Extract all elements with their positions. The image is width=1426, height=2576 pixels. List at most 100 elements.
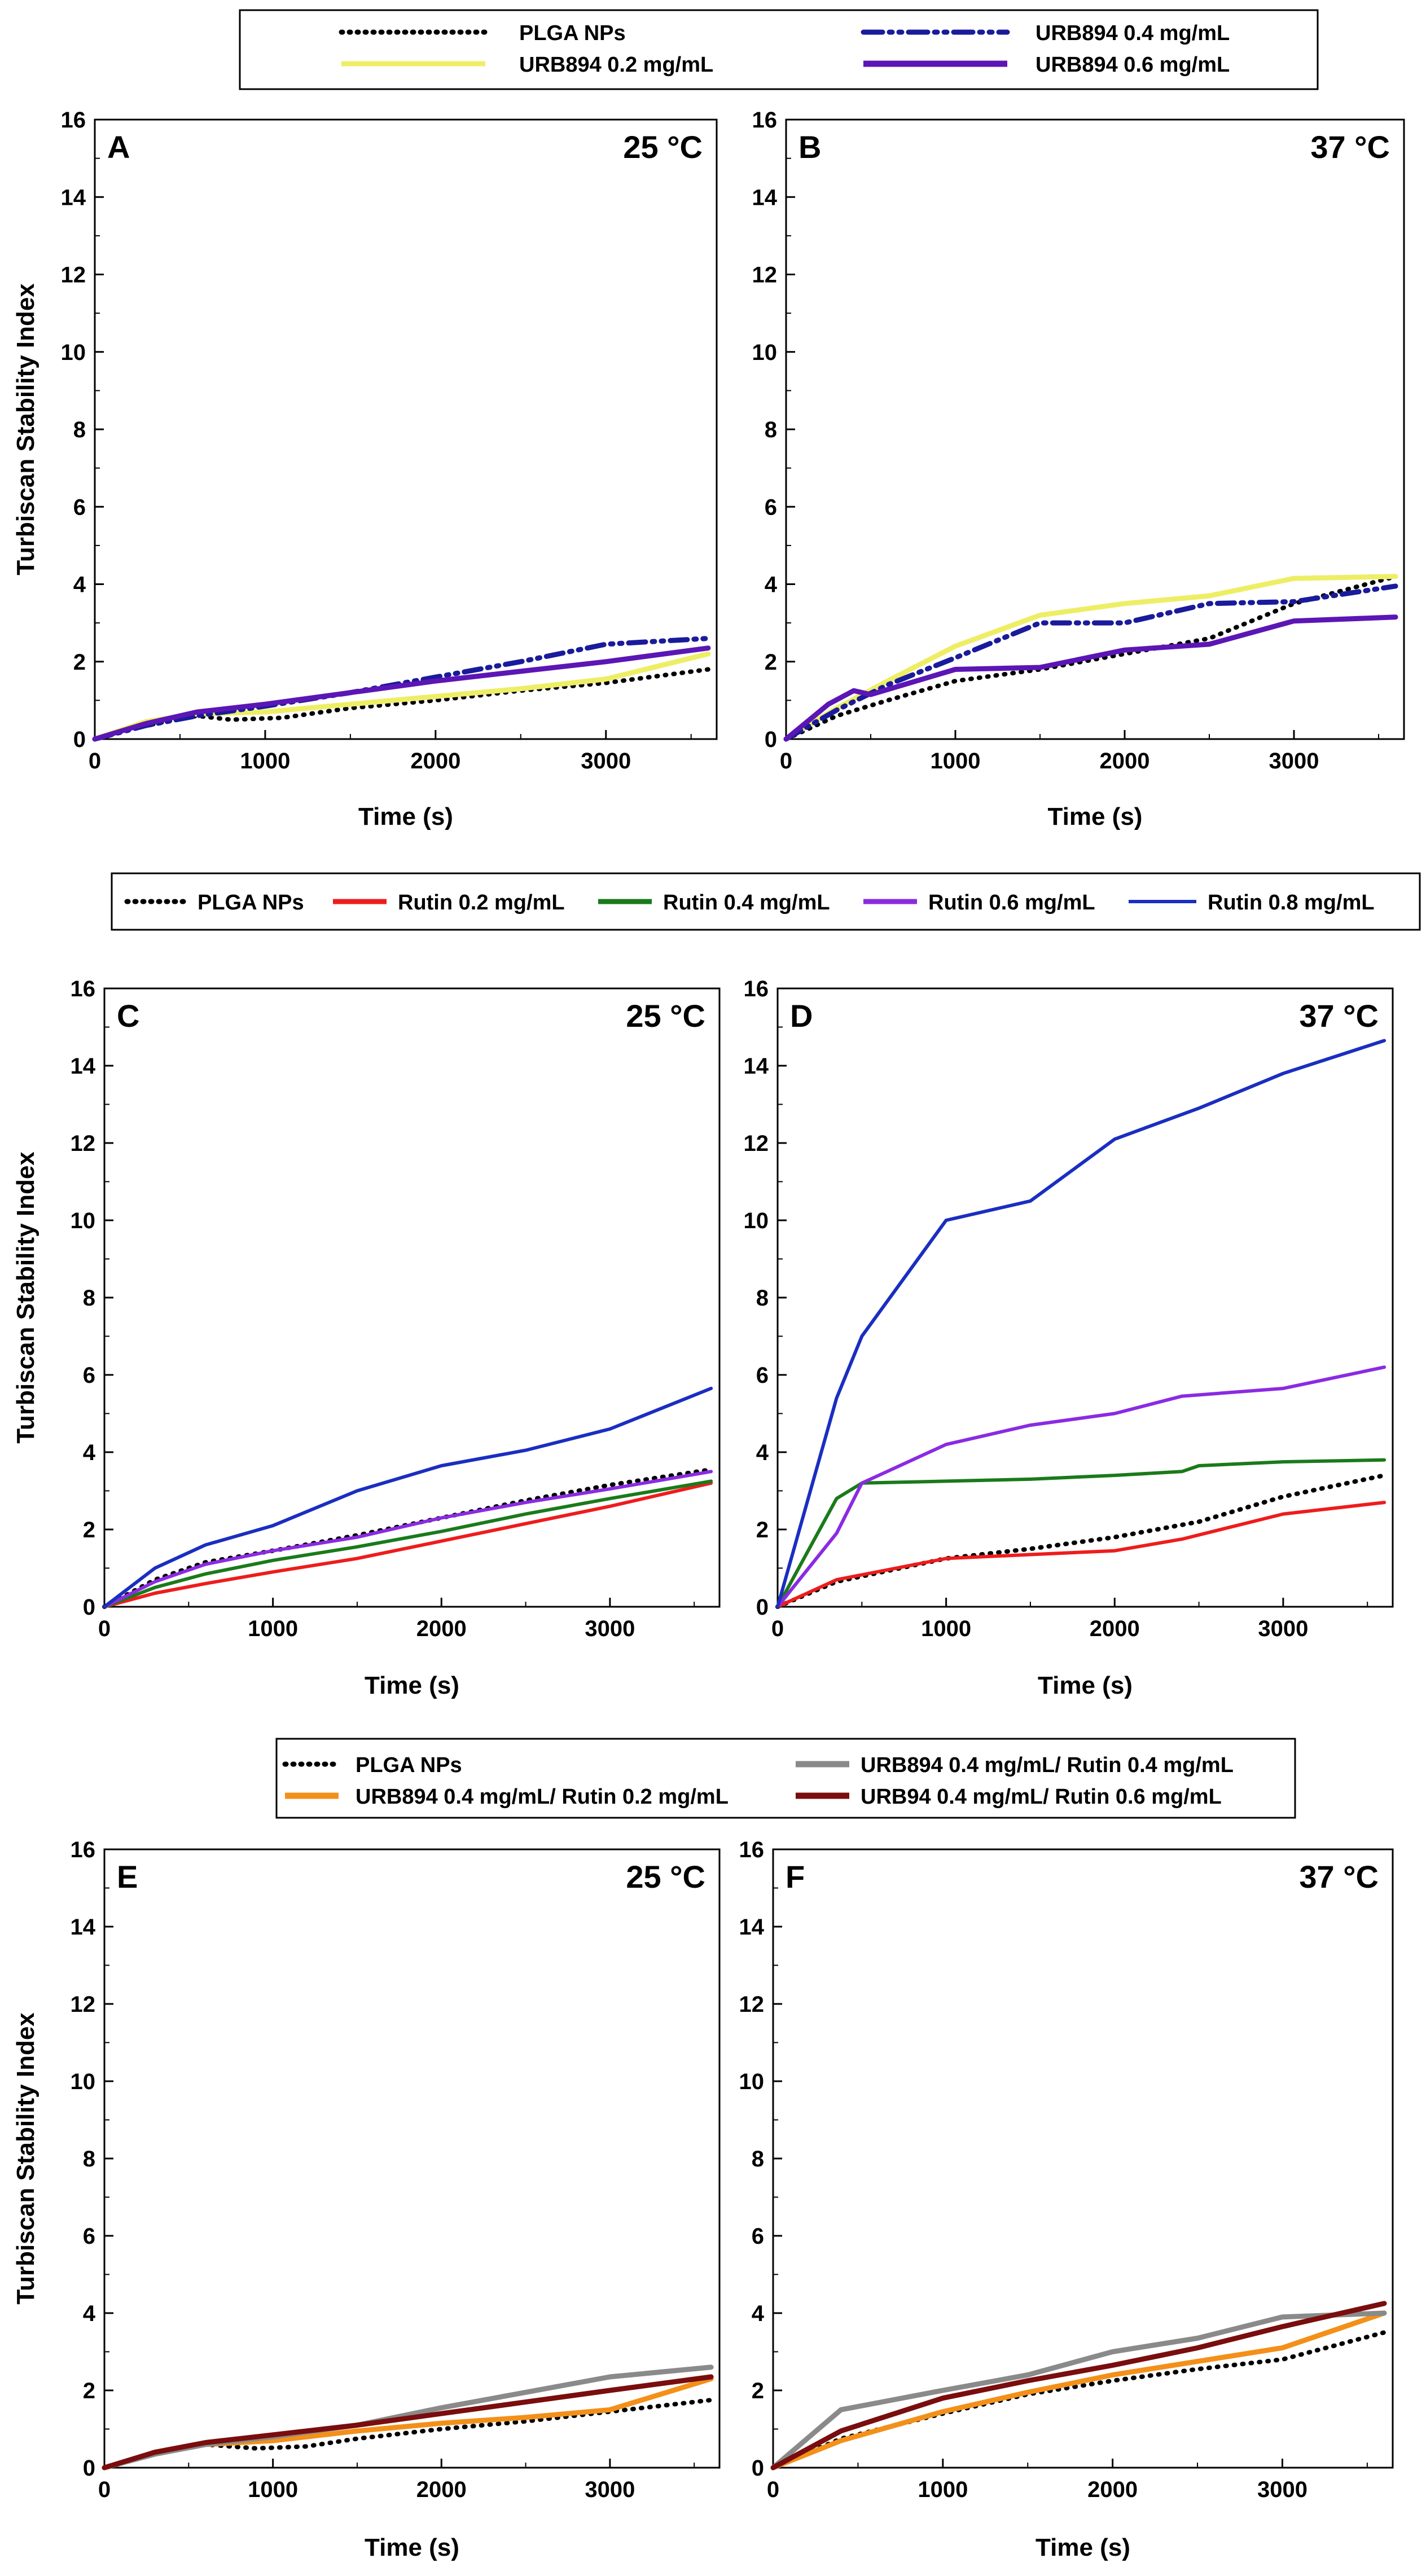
panel-a: 0 2 4 6 8 10 12 14 16 0 1000 2000 3000 A 25 °C Time (s)… (12, 108, 718, 830)
series-line (776, 1365, 1386, 1608)
y-tick-label: 0 (73, 727, 86, 752)
x-tick-label: 3000 (1269, 749, 1319, 773)
legend-top-label: URB894 0.4 mg/mL (1036, 21, 1230, 45)
series-line (770, 2310, 1387, 2471)
y-tick-label: 12 (71, 1131, 96, 1156)
y-tick-label: 0 (83, 2456, 95, 2481)
x-tick-label: 3000 (581, 749, 631, 773)
x-tick-label: 3000 (1257, 2477, 1307, 2502)
legend-middle-label: Rutin 0.8 mg/mL (1208, 891, 1375, 915)
legend-top-label: URB894 0.2 mg/mL (519, 53, 713, 77)
legend-top-label: PLGA NPs (519, 21, 626, 45)
legend-middle-label: Rutin 0.4 mg/mL (663, 891, 830, 915)
x-tick-label: 2000 (416, 1616, 467, 1641)
plot-frame (776, 987, 1394, 1608)
panel-d: 0 2 4 6 8 10 12 14 16 0 1000 2000 3000 D 37 °C Time (s) (744, 977, 1394, 1699)
x-tick-label: 3000 (1258, 1616, 1308, 1641)
y-tick-label: 12 (752, 263, 778, 288)
x-tick-label: 0 (98, 1616, 111, 1641)
y-tick-label: 4 (765, 573, 778, 597)
panel-b: 0 2 4 6 8 10 12 14 16 0 1000 2000 3000 B 37 °C Time (s) (752, 108, 1405, 830)
y-tick-label: 6 (73, 495, 86, 520)
y-tick-label: 2 (756, 1518, 769, 1542)
x-tick-label: 0 (771, 1616, 784, 1641)
y-tick-label: 12 (739, 1992, 765, 2017)
legend-bottom-label: URB94 0.4 mg/mL/ Rutin 0.6 mg/mL (861, 1785, 1222, 1809)
y-tick-label: 10 (752, 340, 778, 365)
legend-middle-label: Rutin 0.6 mg/mL (928, 891, 1095, 915)
x-tick-label: 0 (767, 2477, 779, 2502)
y-tick-label: 12 (71, 1992, 96, 2017)
y-tick-label: 4 (73, 573, 86, 597)
x-tick-label: 0 (89, 749, 101, 773)
x-tick-label: 1000 (248, 1616, 298, 1641)
plot-frame (785, 118, 1405, 740)
legend-bottom-item-plga: PLGA NPs (282, 1753, 462, 1777)
y-tick-label: 2 (83, 2379, 95, 2403)
panel-temperature: 25 °C (626, 1859, 705, 1894)
x-tick-label: 3000 (585, 2477, 635, 2502)
y-tick-label: 6 (752, 2224, 764, 2249)
plot-frame (103, 987, 721, 1608)
y-tick-label: 12 (61, 263, 86, 288)
x-tick-label: 3000 (585, 1616, 635, 1641)
legend-middle-item-plga: PLGA NPs (124, 891, 304, 915)
plot-frame (772, 1848, 1394, 2469)
y-tick-label: 2 (765, 650, 777, 675)
panel-temperature: 37 °C (1299, 1859, 1379, 1894)
y-tick-label: 6 (756, 1363, 769, 1388)
legend-top: PLGA NPs URB894 0.2 mg/mL URB894 0.4 mg/… (239, 9, 1319, 90)
y-axis-label: Turbiscan Stability Index (12, 1151, 40, 1444)
x-tick-label: 2000 (1087, 2477, 1138, 2502)
panel-temperature: 25 °C (626, 998, 705, 1034)
y-tick-label: 14 (739, 1915, 765, 1940)
series-line (103, 1387, 713, 1608)
y-tick-label: 14 (744, 1054, 769, 1079)
x-tick-label: 2000 (1100, 749, 1150, 773)
series-line (102, 2374, 714, 2471)
series-line (770, 2310, 1387, 2471)
legend-middle-item-r04: Rutin 0.4 mg/mL (598, 891, 830, 915)
series-line (783, 583, 1398, 742)
legend-top-item-urb06: URB894 0.6 mg/mL (863, 53, 1230, 77)
legend-bottom-item-u04r02: URB894 0.4 mg/mL/ Rutin 0.2 mg/mL (285, 1785, 729, 1809)
y-tick-label: 8 (73, 417, 86, 442)
panel-letter: C (117, 998, 139, 1034)
legend-middle-item-r02: Rutin 0.2 mg/mL (333, 891, 565, 915)
y-tick-label: 2 (83, 1518, 95, 1542)
legend-middle-label: PLGA NPs (198, 891, 304, 915)
panel-letter: F (786, 1859, 805, 1894)
x-tick-label: 2000 (1090, 1616, 1140, 1641)
y-tick-label: 10 (739, 2069, 765, 2094)
legend-bottom-item-u04r04: URB894 0.4 mg/mL/ Rutin 0.4 mg/mL (796, 1753, 1234, 1777)
panel-letter: B (798, 129, 821, 165)
series-line (776, 1458, 1386, 1608)
panel-temperature: 25 °C (623, 129, 703, 165)
y-tick-label: 6 (765, 495, 777, 520)
plot-frame (94, 118, 718, 740)
series-line (103, 1470, 713, 1608)
y-tick-label: 6 (83, 1363, 95, 1388)
legend-top-item-urb04: URB894 0.4 mg/mL (861, 21, 1230, 45)
y-tick-label: 14 (71, 1915, 96, 1940)
y-tick-label: 8 (756, 1286, 769, 1311)
y-tick-label: 0 (83, 1595, 95, 1620)
y-tick-label: 16 (739, 1838, 765, 1862)
x-tick-label: 1000 (240, 749, 290, 773)
y-tick-label: 8 (83, 2147, 95, 2171)
series-line (776, 1501, 1386, 1608)
series-line (783, 574, 1398, 742)
x-tick-label: 0 (98, 2477, 111, 2502)
y-tick-label: 0 (752, 2456, 764, 2481)
series-line (103, 1481, 713, 1608)
y-tick-label: 10 (744, 1208, 769, 1233)
panel-letter: A (107, 129, 130, 165)
y-tick-label: 16 (71, 977, 96, 1001)
x-axis-label: Time (s) (365, 2534, 459, 2561)
y-tick-label: 12 (744, 1131, 769, 1156)
y-tick-label: 4 (756, 1440, 769, 1465)
legend-middle: PLGA NPs Rutin 0.2 mg/mL Rutin 0.4 mg/mL… (111, 872, 1421, 931)
y-tick-label: 0 (756, 1595, 769, 1620)
y-tick-label: 8 (752, 2147, 764, 2171)
